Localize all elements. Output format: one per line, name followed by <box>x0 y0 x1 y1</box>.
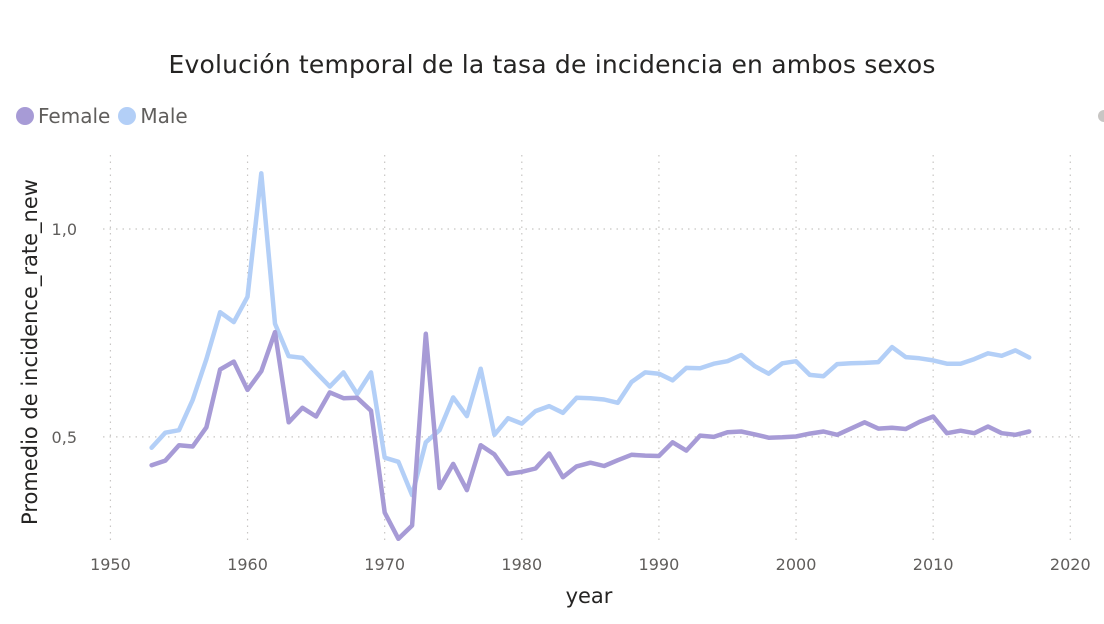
legend-label-female: Female <box>38 104 111 128</box>
y-tick-label: 1,0 <box>52 220 77 239</box>
legend: Female Male <box>16 104 196 128</box>
series-lines <box>149 171 1032 542</box>
x-tick-label: 2010 <box>913 555 954 574</box>
x-tick-label: 1960 <box>227 555 268 574</box>
legend-item-female[interactable]: Female <box>16 104 110 128</box>
gridlines <box>103 155 1084 545</box>
y-axis-ticks: 0,5 1,0 <box>52 220 77 447</box>
x-axis-ticks: 1950 1960 1970 1980 1990 2000 2010 2020 <box>90 555 1091 574</box>
chart-title: Evolución temporal de la tasa de inciden… <box>168 50 936 79</box>
x-tick-label: 1980 <box>501 555 542 574</box>
x-axis-title: year <box>566 584 613 608</box>
y-tick-label: 0,5 <box>52 428 77 447</box>
legend-label-male: Male <box>140 104 188 128</box>
x-tick-label: 1990 <box>639 555 680 574</box>
legend-scroll-icon[interactable] <box>1098 110 1104 122</box>
series-line-male[interactable] <box>149 171 1032 498</box>
legend-swatch-male <box>118 107 137 125</box>
legend-item-male[interactable]: Male <box>118 104 188 128</box>
x-tick-label: 1950 <box>90 555 131 574</box>
x-tick-label: 2000 <box>776 555 817 574</box>
legend-swatch-female <box>16 107 34 125</box>
x-tick-label: 1970 <box>364 555 405 574</box>
series-line-female[interactable] <box>149 329 1032 542</box>
x-tick-label: 2020 <box>1050 555 1091 574</box>
y-axis-title: Promedio de incidence_rate_new <box>18 179 43 525</box>
